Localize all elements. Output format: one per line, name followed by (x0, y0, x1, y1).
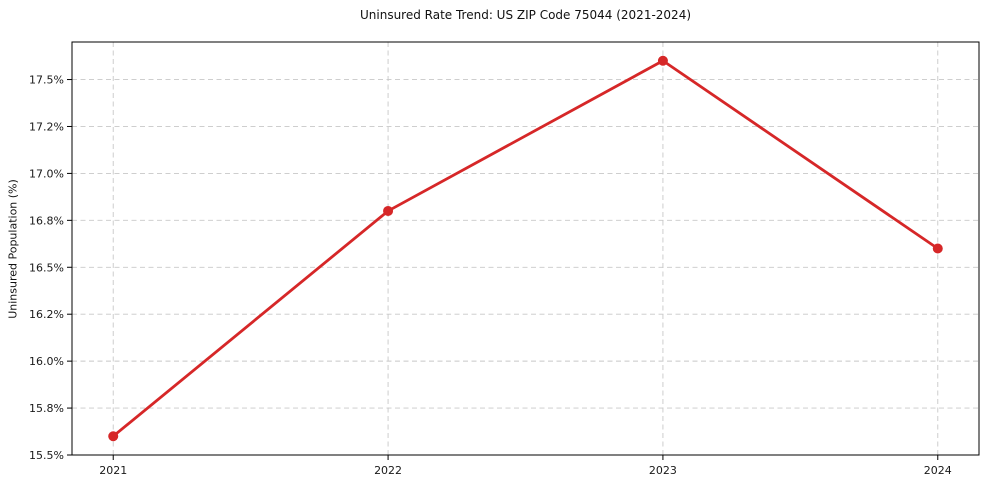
y-tick-label: 16.8% (29, 214, 64, 227)
y-tick-label: 16.0% (29, 355, 64, 368)
data-point-marker (932, 243, 943, 254)
y-tick-label: 16.5% (29, 261, 64, 274)
data-point-marker (383, 205, 394, 216)
x-tick-label: 2024 (924, 464, 952, 477)
y-tick-label: 17.2% (29, 120, 64, 133)
data-point-marker (657, 55, 668, 66)
x-tick-label: 2022 (374, 464, 402, 477)
y-axis-label: Uninsured Population (%) (6, 179, 20, 319)
y-tick-label: 17.0% (29, 167, 64, 180)
x-tick-label: 2023 (649, 464, 677, 477)
y-tick-label: 15.8% (29, 402, 64, 415)
y-tick-label: 15.5% (29, 449, 64, 462)
y-tick-label: 16.2% (29, 308, 64, 321)
y-tick-label: 17.5% (29, 74, 64, 87)
plot-border (71, 41, 980, 456)
chart-title: Uninsured Rate Trend: US ZIP Code 75044 … (359, 8, 692, 22)
x-tick-label: 2021 (99, 464, 127, 477)
data-point-marker (108, 431, 119, 442)
trend-line (111, 59, 940, 438)
